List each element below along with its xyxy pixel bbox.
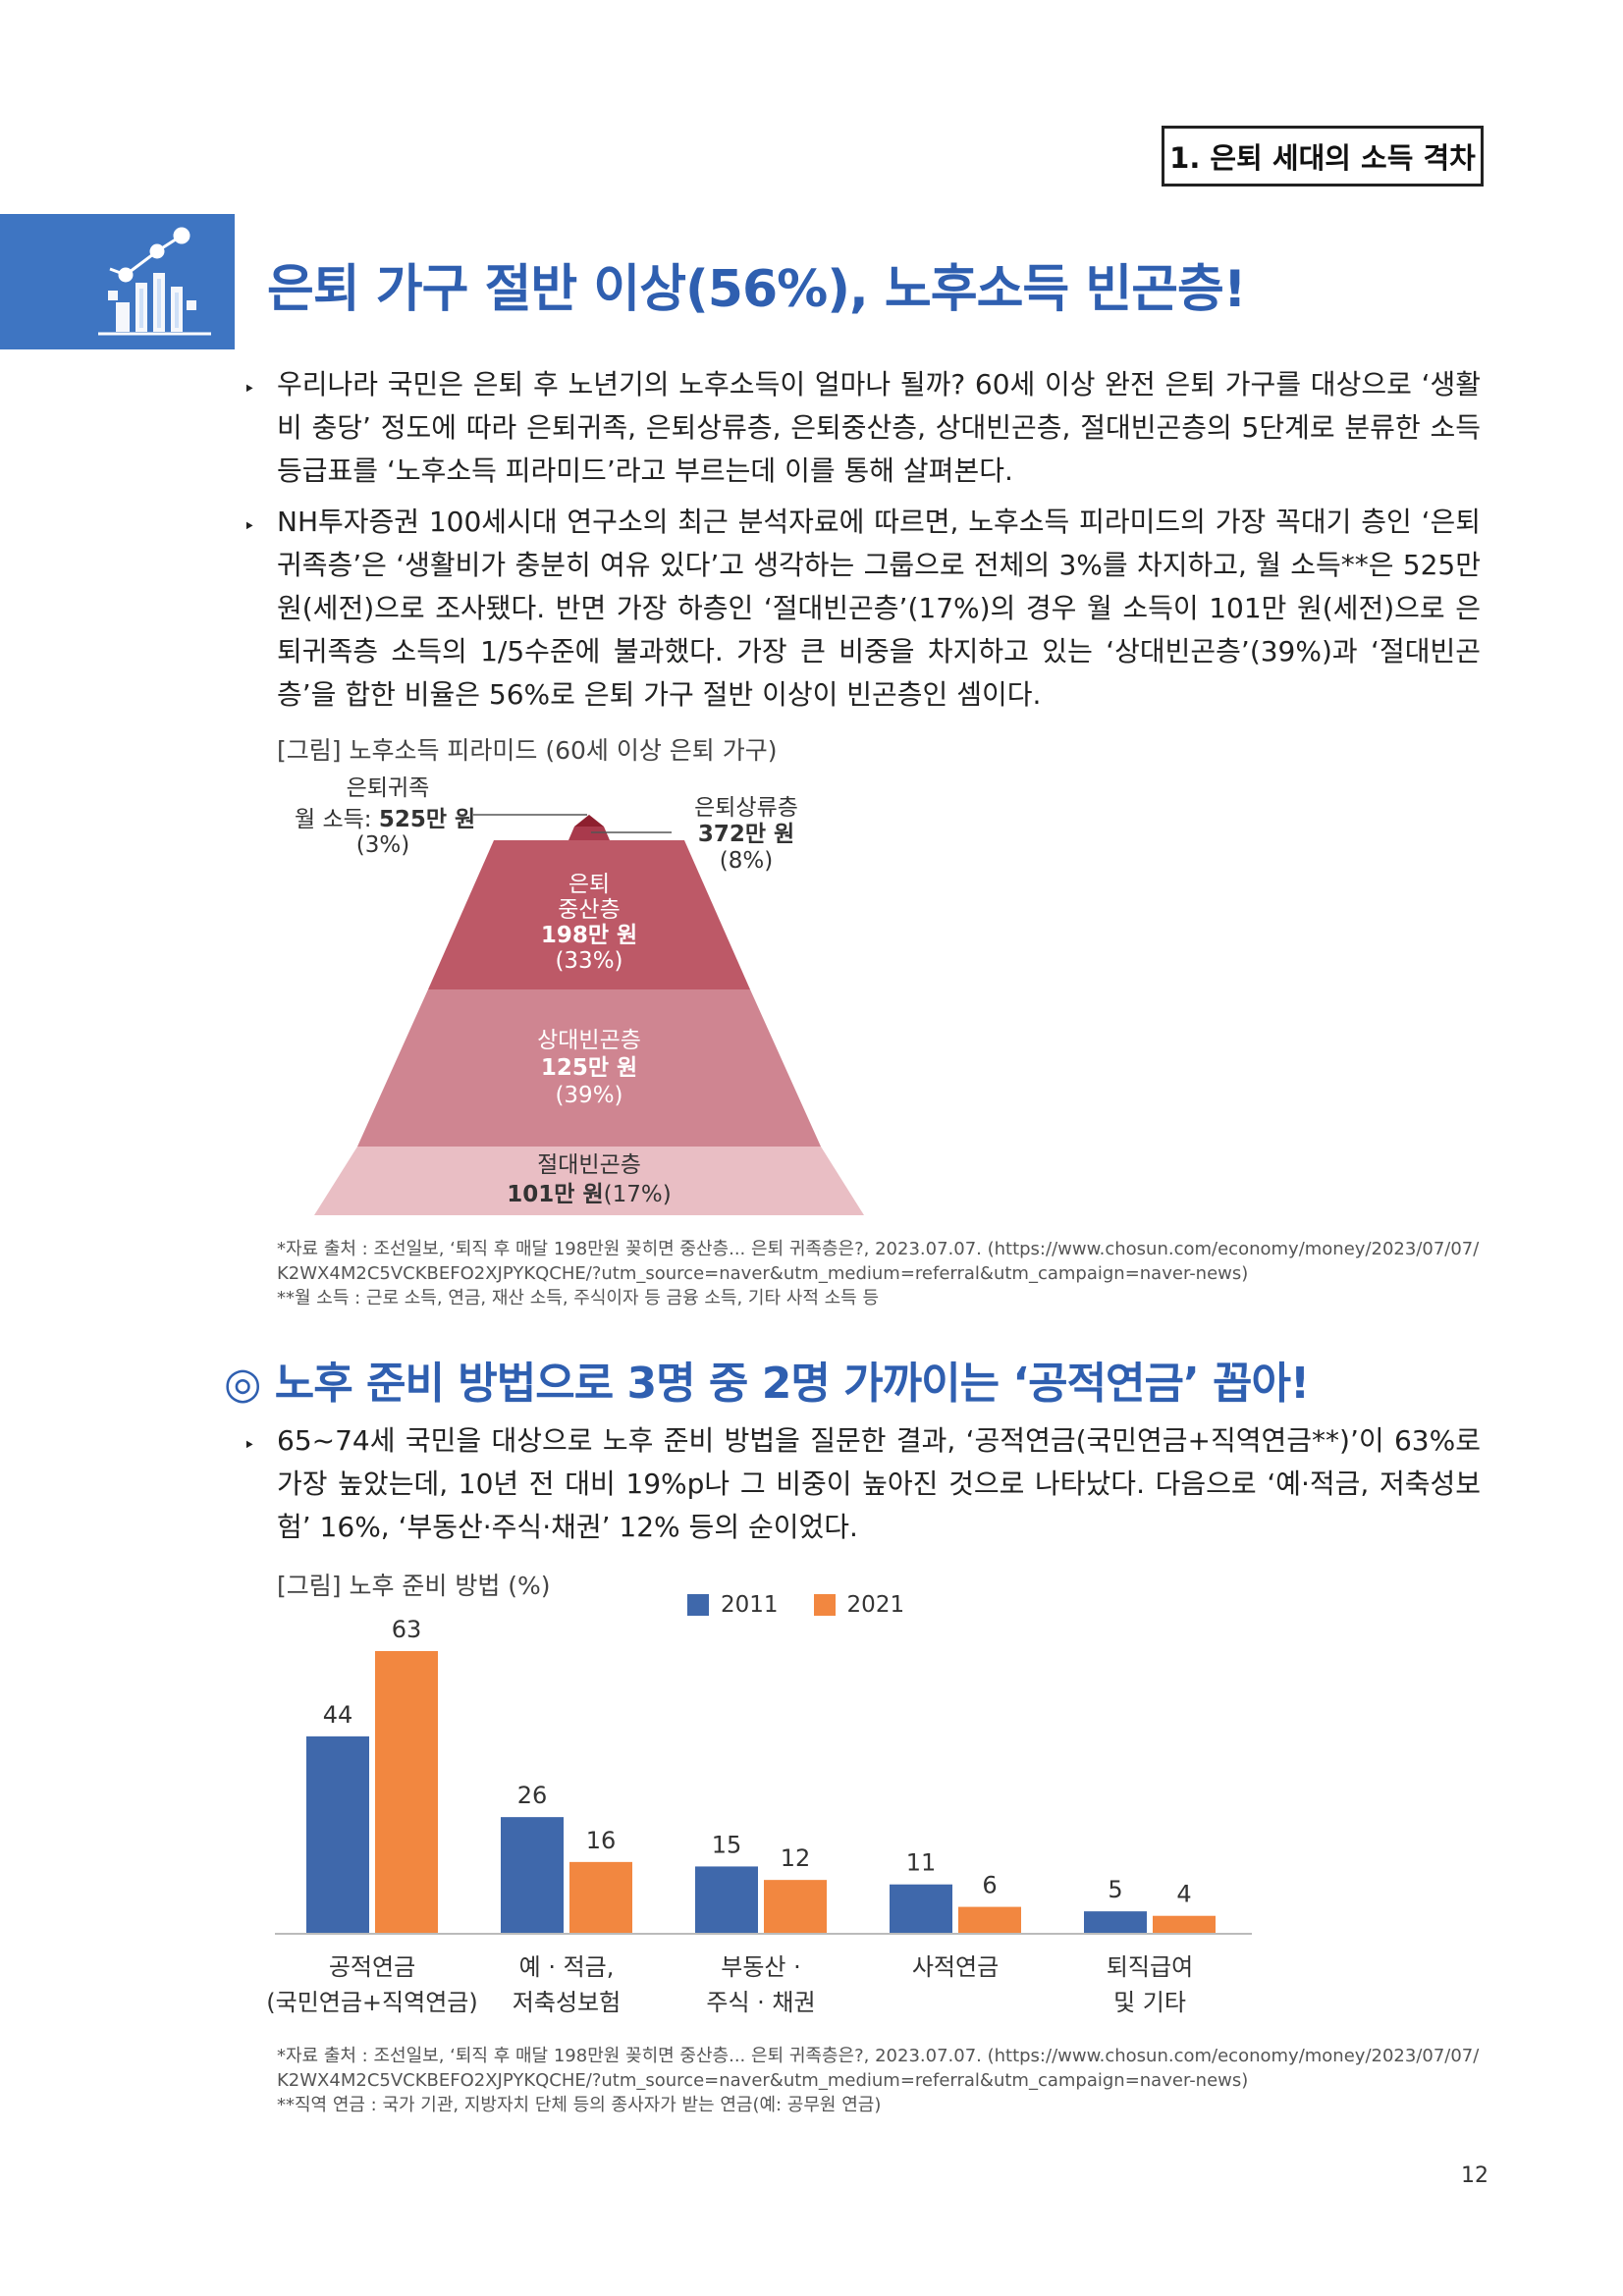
- bar-2011-1: [501, 1817, 564, 1934]
- legend-item-2021: 2021: [813, 1592, 905, 1618]
- tier-share: (39%): [555, 1083, 623, 1108]
- category-label: 저축성보험: [513, 1989, 621, 2016]
- paragraph-text: 65~74세 국민을 대상으로 노후 준비 방법을 질문한 결과, ‘공적연금(…: [277, 1424, 1481, 1543]
- bar-2021-1: [569, 1861, 632, 1934]
- note-line: **월 소득 : 근로 소득, 연금, 재산 소득, 주식이자 등 금융 소득,…: [277, 1288, 880, 1308]
- category-label: 사적연금: [912, 1953, 999, 1981]
- pyramid-layer-absolute: [314, 1147, 864, 1215]
- note-line: *자료 출처 : 조선일보, ‘퇴직 후 매달 198만원 꽂히면 중산층...…: [277, 2046, 1480, 2066]
- note-line: K2WX4M2C5VCKBEFO2XJPYKQCHE/?utm_source=n…: [277, 1263, 1249, 1284]
- section2-paragraph: ‣ 65~74세 국민을 대상으로 노후 준비 방법을 질문한 결과, ‘공적연…: [243, 1419, 1481, 1549]
- pyramid-layer-relative: [357, 989, 821, 1147]
- label-upper-tier: 은퇴상류층 372만 원 (8%): [677, 795, 815, 875]
- pyramid-layer-middle: [428, 840, 750, 989]
- tier-share: (8%): [719, 848, 774, 874]
- category-label: 부동산 ·: [721, 1953, 801, 1981]
- legend-swatch: [813, 1594, 836, 1616]
- paragraph-text: 우리나라 국민은 은퇴 후 노년기의 노후소득이 얼마나 될까? 60세 이상 …: [277, 368, 1481, 487]
- category-label: 퇴직급여: [1107, 1953, 1193, 1981]
- income-prefix: 월 소득:: [295, 807, 379, 832]
- growth-chart-icon: [98, 227, 211, 336]
- section-title: ◎ 노후 준비 방법으로 3명 중 2명 가까이는 ‘공적연금’ 꼽아!: [224, 1359, 1310, 1409]
- tier-income: 125만 원: [540, 1055, 638, 1081]
- tier-name: 은퇴: [568, 872, 611, 897]
- pyramid-caption: [그림] 노후소득 피라미드 (60세 이상 은퇴 가구): [277, 736, 778, 765]
- note-line: K2WX4M2C5VCKBEFO2XJPYKQCHE/?utm_source=n…: [277, 2070, 1249, 2091]
- bar-value-label: 44: [323, 1701, 353, 1729]
- tier-income: 198만 원: [540, 923, 638, 948]
- category-label: (국민연금+직역연금): [266, 1989, 477, 2016]
- bar-2011-0: [306, 1735, 369, 1934]
- bullet-icon: ‣: [243, 514, 255, 538]
- bar-2021-3: [958, 1906, 1021, 1934]
- tier-income: 372만 원: [697, 822, 795, 847]
- label-top-tier: 은퇴귀족: [304, 775, 471, 802]
- bar-2011-4: [1084, 1911, 1147, 1934]
- legend-swatch: [687, 1594, 709, 1616]
- bar-2011-3: [890, 1884, 952, 1934]
- bar-value-label: 5: [1108, 1876, 1122, 1903]
- income-pyramid: [314, 814, 864, 1215]
- legend-item-2011: 2011: [687, 1592, 779, 1618]
- section-label: 1. 은퇴 세대의 소득 격차: [1162, 126, 1484, 187]
- bar-value-label: 12: [781, 1844, 811, 1872]
- bar-2021-4: [1153, 1915, 1216, 1934]
- bar-value-label: 11: [906, 1849, 937, 1877]
- chart-legend: 2011 2021: [687, 1592, 904, 1618]
- bar-value-label: 15: [712, 1831, 742, 1858]
- intro-paragraph-2: ‣ NH투자증권 100세시대 연구소의 최근 분석자료에 따르면, 노후소득 …: [243, 501, 1481, 717]
- category-label: 공적연금: [329, 1953, 415, 1981]
- bullet-icon: ‣: [243, 1433, 255, 1457]
- bar-value-label: 26: [517, 1782, 548, 1809]
- category-label: 주식 · 채권: [706, 1989, 815, 2016]
- pyramid-layer-top: [574, 815, 604, 827]
- category-label: 및 기타: [1113, 1989, 1186, 2016]
- tier-name: 중산층: [558, 897, 621, 923]
- tier-name: 은퇴귀족: [346, 775, 430, 801]
- bar-value-label: 16: [586, 1827, 617, 1854]
- bar-2011-2: [695, 1866, 758, 1934]
- paragraph-text: NH투자증권 100세시대 연구소의 최근 분석자료에 따르면, 노후소득 피라…: [277, 506, 1481, 711]
- title-icon-block: [0, 214, 235, 349]
- pyramid-layer-upper: [568, 827, 610, 840]
- label-relative-tier: 상대빈곤층 125만 원 (39%): [491, 1027, 687, 1109]
- intro-paragraph-1: ‣ 우리나라 국민은 은퇴 후 노년기의 노후소득이 얼마나 될까? 60세 이…: [243, 363, 1481, 493]
- preparation-bar-chart: 44 63 공적연금 (국민연금+직역연금) 26 16 예 · 적금, 저축성보험 15 12 부…: [266, 1616, 1252, 2016]
- legend-label: 2021: [846, 1592, 905, 1618]
- bar-value-label: 63: [392, 1616, 422, 1643]
- label-top-share: (3%): [355, 832, 410, 858]
- note-line: **직역 연금 : 국가 기관, 지방자치 단체 등의 종사자가 받는 연금(예…: [277, 2095, 882, 2115]
- pyramid-notes: *자료 출처 : 조선일보, ‘퇴직 후 매달 198만원 꽂히면 중산층...…: [277, 1237, 1494, 1310]
- bar-value-label: 4: [1176, 1881, 1191, 1908]
- category-label: 예 · 적금,: [519, 1953, 615, 1981]
- tier-name: 절대빈곤층: [537, 1152, 641, 1178]
- page-number: 12: [1461, 2163, 1488, 2188]
- tier-name: 상대빈곤층: [537, 1028, 641, 1053]
- chart-caption: [그림] 노후 준비 방법 (%): [277, 1572, 551, 1600]
- bar-2021-0: [375, 1651, 438, 1934]
- note-line: *자료 출처 : 조선일보, ‘퇴직 후 매달 198만원 꽂히면 중산층...…: [277, 1239, 1480, 1259]
- label-absolute-tier: 절대빈곤층 101만 원(17%): [471, 1150, 707, 1209]
- label-middle-tier: 은퇴 중산층 198만 원 (33%): [511, 872, 668, 974]
- tier-income: 525만 원: [378, 807, 476, 832]
- tier-income: 101만 원: [507, 1182, 604, 1207]
- tier-name: 은퇴상류층: [694, 795, 798, 821]
- legend-label: 2011: [721, 1592, 779, 1618]
- label-top-income: 월 소득: 525만 원: [295, 807, 475, 833]
- tier-share: (33%): [555, 948, 623, 974]
- chart-notes: *자료 출처 : 조선일보, ‘퇴직 후 매달 198만원 꽂히면 중산층...…: [277, 2044, 1494, 2117]
- bullet-icon: ‣: [243, 377, 255, 400]
- tier-share: (17%): [603, 1182, 672, 1207]
- bar-2021-2: [764, 1880, 827, 1934]
- page-title: 은퇴 가구 절반 이상(56%), 노후소득 빈곤층!: [267, 260, 1247, 319]
- bar-value-label: 6: [982, 1872, 997, 1899]
